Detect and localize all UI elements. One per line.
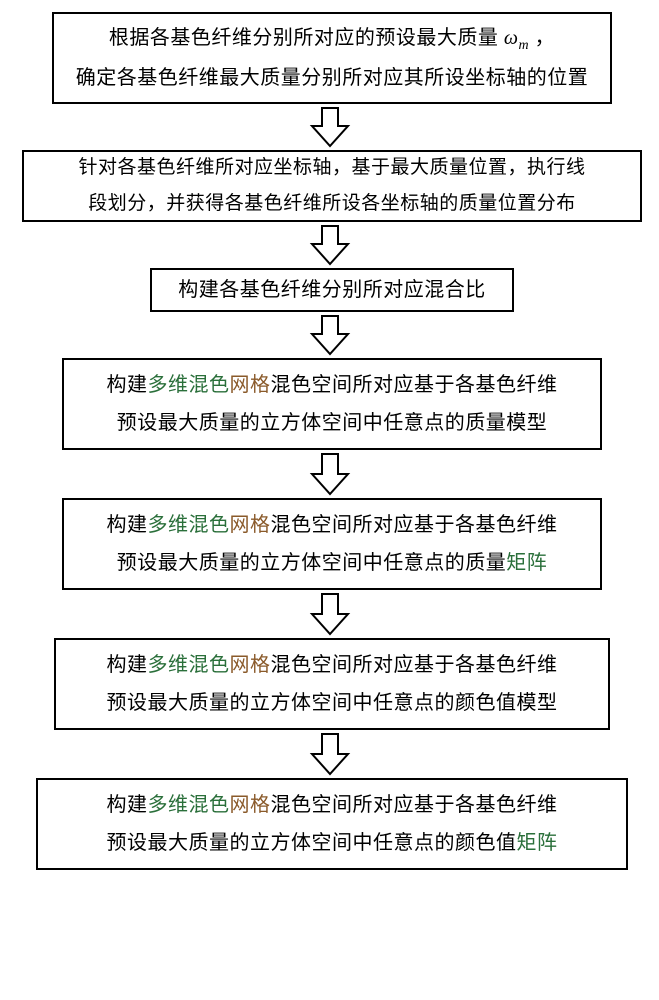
flow-node-1-text: 根据各基色纤维分别所对应的预设最大质量 ωm ，确定各基色纤维最大质量分别所对应… <box>76 19 589 98</box>
flow-node-1: 根据各基色纤维分别所对应的预设最大质量 ωm ，确定各基色纤维最大质量分别所对应… <box>52 12 612 104</box>
flow-node-7: 构建多维混色网格混色空间所对应基于各基色纤维预设最大质量的立方体空间中任意点的颜… <box>36 778 628 870</box>
flow-node-3: 构建各基色纤维分别所对应混合比 <box>150 268 514 312</box>
flowchart-canvas: 根据各基色纤维分别所对应的预设最大质量 ωm ，确定各基色纤维最大质量分别所对应… <box>0 0 659 1000</box>
flow-arrow-4 <box>308 452 352 496</box>
flow-node-2: 针对各基色纤维所对应坐标轴，基于最大质量位置，执行线段划分，并获得各基色纤维所设… <box>22 150 642 222</box>
flow-node-3-text: 构建各基色纤维分别所对应混合比 <box>178 271 486 309</box>
flow-arrow-2 <box>308 224 352 266</box>
flow-node-6: 构建多维混色网格混色空间所对应基于各基色纤维预设最大质量的立方体空间中任意点的颜… <box>54 638 610 730</box>
flow-node-5-text: 构建多维混色网格混色空间所对应基于各基色纤维预设最大质量的立方体空间中任意点的质… <box>107 506 558 582</box>
flow-node-6-text: 构建多维混色网格混色空间所对应基于各基色纤维预设最大质量的立方体空间中任意点的颜… <box>107 646 558 722</box>
flow-node-4: 构建多维混色网格混色空间所对应基于各基色纤维预设最大质量的立方体空间中任意点的质… <box>62 358 602 450</box>
flow-arrow-6 <box>308 732 352 776</box>
flow-arrow-5 <box>308 592 352 636</box>
flow-node-7-text: 构建多维混色网格混色空间所对应基于各基色纤维预设最大质量的立方体空间中任意点的颜… <box>107 786 558 862</box>
flow-node-4-text: 构建多维混色网格混色空间所对应基于各基色纤维预设最大质量的立方体空间中任意点的质… <box>107 366 558 442</box>
flow-arrow-1 <box>308 106 352 148</box>
flow-arrow-3 <box>308 314 352 356</box>
flow-node-5: 构建多维混色网格混色空间所对应基于各基色纤维预设最大质量的立方体空间中任意点的质… <box>62 498 602 590</box>
flow-node-2-text: 针对各基色纤维所对应坐标轴，基于最大质量位置，执行线段划分，并获得各基色纤维所设… <box>78 150 585 222</box>
